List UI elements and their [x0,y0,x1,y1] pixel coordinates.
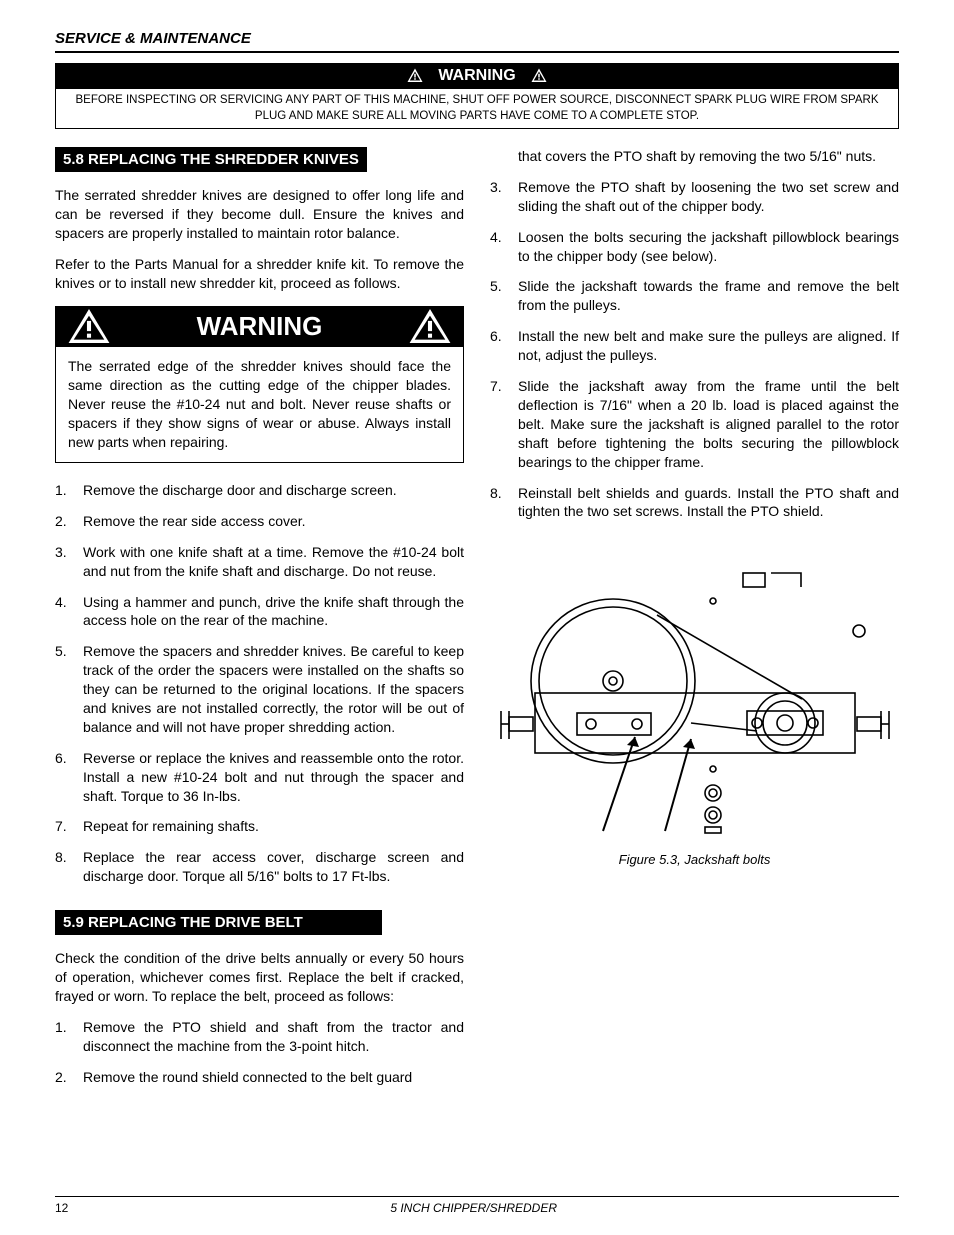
warning-triangle-icon [66,309,112,343]
step-item: Remove the round shield connected to the… [55,1068,464,1087]
step-item: Remove the discharge door and discharge … [55,481,464,500]
step-item: Using a hammer and punch, drive the knif… [55,593,464,631]
figure-caption: Figure 5.3, Jackshaft bolts [490,852,899,867]
section-5-8-intro-1: The serrated shredder knives are designe… [55,186,464,243]
step-item: Remove the rear side access cover. [55,512,464,531]
footer-spacer [879,1201,899,1215]
header-rule [55,51,899,53]
step-item: Remove the PTO shield and shaft from the… [55,1018,464,1056]
jackshaft-diagram [495,561,895,841]
left-column: 5.8 REPLACING THE SHREDDER KNIVES The se… [55,147,464,1098]
step-item: Loosen the bolts securing the jackshaft … [490,228,899,266]
step-item: Repeat for remaining shafts. [55,817,464,836]
step-item: Install the new belt and make sure the p… [490,327,899,365]
section-5-9-steps-left: Remove the PTO shield and shaft from the… [55,1018,464,1087]
inline-warning-box: WARNING The serrated edge of the shredde… [55,306,464,462]
warning-triangle-icon [407,309,453,343]
warning-triangle-icon [406,67,424,85]
inline-warning-body: The serrated edge of the shredder knives… [56,347,463,461]
step-item: Remove the spacers and shredder knives. … [55,642,464,736]
top-warning-text: BEFORE INSPECTING OR SERVICING ANY PART … [55,89,899,129]
step-item: Slide the jackshaft towards the frame an… [490,277,899,315]
warning-triangle-icon [530,67,548,85]
top-warning-label: WARNING [438,67,515,85]
section-5-9-heading: 5.9 REPLACING THE DRIVE BELT [55,910,382,935]
page-section-header: SERVICE & MAINTENANCE [55,30,899,47]
section-5-9-intro: Check the condition of the drive belts a… [55,949,464,1006]
top-warning-bar: WARNING [55,63,899,89]
step-item: Replace the rear access cover, discharge… [55,848,464,886]
footer-doc-title: 5 INCH CHIPPER/SHREDDER [390,1201,557,1215]
page-footer: 12 5 INCH CHIPPER/SHREDDER [55,1196,899,1215]
step-item: Reverse or replace the knives and reasse… [55,749,464,806]
step-item: Slide the jackshaft away from the frame … [490,377,899,471]
section-5-9-steps-right: Remove the PTO shaft by loosening the tw… [490,178,899,521]
footer-rule [55,1196,899,1197]
inline-warning-label: WARNING [197,311,323,342]
right-column: that covers the PTO shaft by removing th… [490,147,899,1098]
inline-warning-head: WARNING [56,307,463,347]
section-5-8-heading: 5.8 REPLACING THE SHREDDER KNIVES [55,147,367,172]
two-column-layout: 5.8 REPLACING THE SHREDDER KNIVES The se… [55,147,899,1098]
step-item: Reinstall belt shields and guards. Insta… [490,484,899,522]
page-number: 12 [55,1201,68,1215]
figure-5-3: Figure 5.3, Jackshaft bolts [490,561,899,867]
section-5-8-steps: Remove the discharge door and discharge … [55,481,464,886]
section-5-8-intro-2: Refer to the Parts Manual for a shredder… [55,255,464,293]
step-item: Work with one knife shaft at a time. Rem… [55,543,464,581]
step-item: Remove the PTO shaft by loosening the tw… [490,178,899,216]
step-2-continuation: that covers the PTO shaft by removing th… [490,147,899,166]
